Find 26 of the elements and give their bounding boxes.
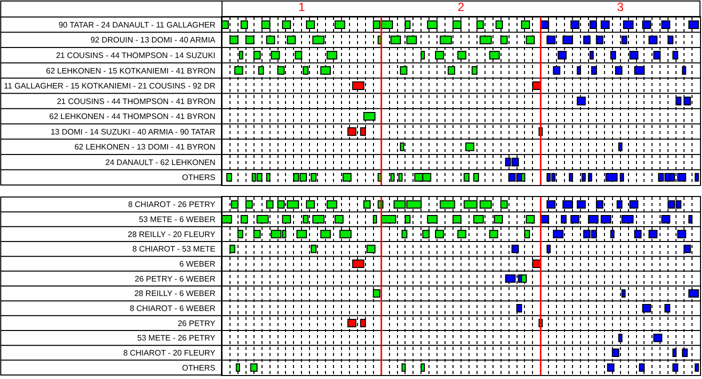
y-tick-label: 8 CHIAROT - 20 FLEURY	[123, 348, 216, 358]
y-tick-label: 53 METE - 26 PETRY	[137, 334, 216, 343]
y-tick-label: 8 CHIAROT - 6 WEBER	[130, 304, 216, 314]
y-tick-label: 28 REILLY - 6 WEBER	[134, 289, 216, 298]
y-tick-label: 21 COUSINS - 44 THOMPSON - 41 BYRON	[56, 96, 216, 106]
y-tick-label: 21 COUSINS - 44 THOMPSON - 14 SUZUKI	[56, 50, 216, 60]
y-tick-label: 62 LEHKONEN - 44 THOMPSON - 41 BYRON	[49, 112, 216, 122]
y-tick-label: 26 PETRY - 6 WEBER	[134, 274, 216, 284]
y-tick-label: OTHERS	[182, 173, 216, 182]
y-tick-label: 26 PETRY	[178, 318, 216, 328]
x-tick-label: 3	[616, 0, 624, 14]
y-tick-label: 8 CHIAROT - 53 METE	[132, 244, 216, 254]
x-tick-label: 2	[458, 0, 465, 14]
y-tick-label: 11 GALLAGHER - 15 KOTKANIEMI - 21 COUSINS - 92 DR	[4, 82, 216, 91]
y-tick-label: 24 DANAULT - 62 LEHKONEN	[105, 158, 216, 167]
y-tick-label: 6 WEBER	[179, 260, 216, 269]
y-tick-label: 28 REILLY - 20 FLEURY	[128, 230, 216, 239]
y-tick-label: 92 DROUIN - 13 DOMI - 40 ARMIA	[90, 36, 216, 45]
y-tick-label: OTHERS	[182, 363, 216, 372]
x-tick-label: 1	[298, 0, 306, 14]
y-tick-label: 8 CHIAROT - 26 PETRY	[128, 200, 216, 210]
y-tick-label: 90 TATAR - 24 DANAULT - 11 GALLAGHER	[58, 20, 216, 30]
y-tick-label: 13 DOMI - 14 SUZUKI - 40 ARMIA - 90 TATAR	[50, 127, 216, 136]
y-tick-label: 62 LEHKONEN - 13 DOMI - 41 BYRON	[74, 142, 216, 152]
y-tick-label: 53 METE - 6 WEBER	[138, 215, 216, 224]
y-tick-label: 62 LEHKONEN - 15 KOTKANIEMI - 41 BYRON	[46, 66, 216, 76]
